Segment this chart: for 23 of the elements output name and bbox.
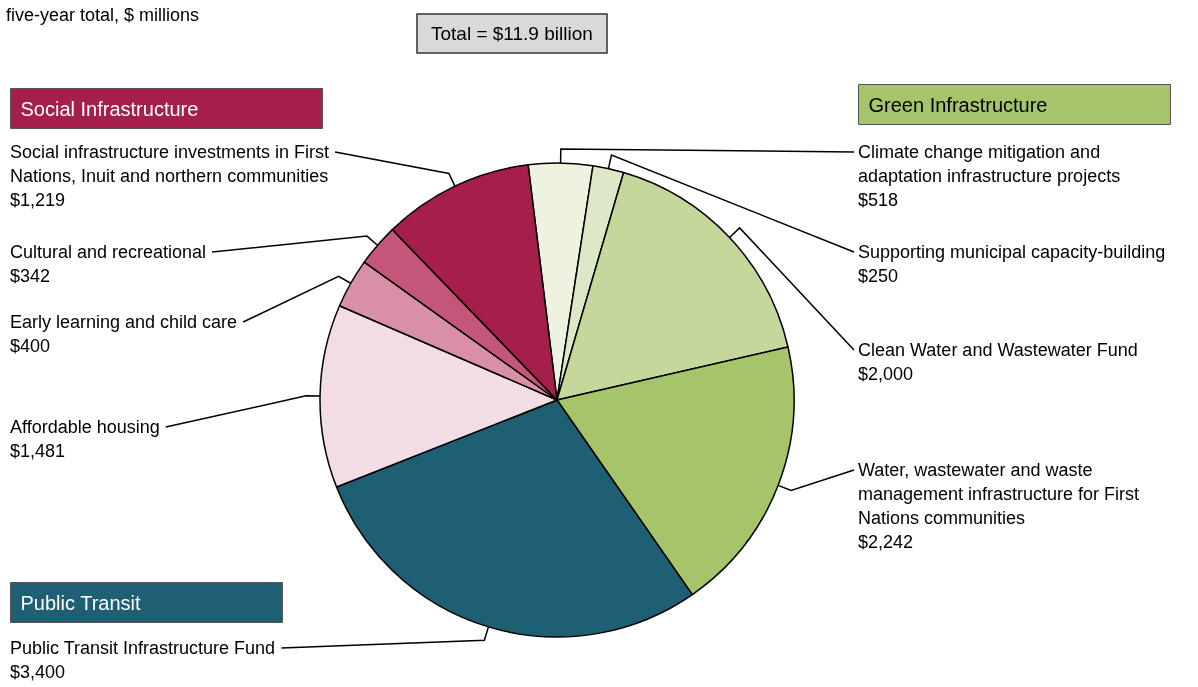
slice-label: Climate change mitigation and adaptation infrastructure projects — [858, 142, 1121, 186]
data-label: $2,000 — [858, 364, 914, 384]
slice-label: Social infrastructure investments in First Nations, Inuit and northern communities — [10, 142, 335, 186]
data-label: $2,242 — [858, 532, 914, 552]
data-label: $400 — [10, 336, 51, 356]
slice-label: Supporting municipal capacity-building — [858, 242, 1166, 262]
slice-label: Clean Water and Wastewater Fund — [858, 340, 1138, 360]
data-label: $1,219 — [10, 190, 66, 210]
chart-title: Total = $11.9 billion — [431, 23, 593, 44]
data-label: $342 — [10, 266, 51, 286]
text: Green Infrastructure — [868, 93, 1048, 116]
text: Social Infrastructure — [20, 97, 199, 120]
data-label: $250 — [858, 266, 899, 286]
data-label: $1,481 — [10, 441, 66, 461]
slice-label: Cultural and recreational — [10, 242, 207, 262]
slice-label: Early learning and child care — [10, 312, 238, 332]
data-label: $3,400 — [10, 662, 66, 682]
chart-subtitle: five-year total, $ millions — [6, 5, 200, 25]
slice-label: Affordable housing — [10, 417, 160, 437]
text: Public Transit — [20, 591, 141, 614]
slice-label: Water, wastewater and waste management infrastructure for First Nations communities — [858, 460, 1145, 528]
data-label: $518 — [858, 190, 899, 210]
slice-label: Public Transit Infrastructure Fund — [10, 638, 276, 658]
